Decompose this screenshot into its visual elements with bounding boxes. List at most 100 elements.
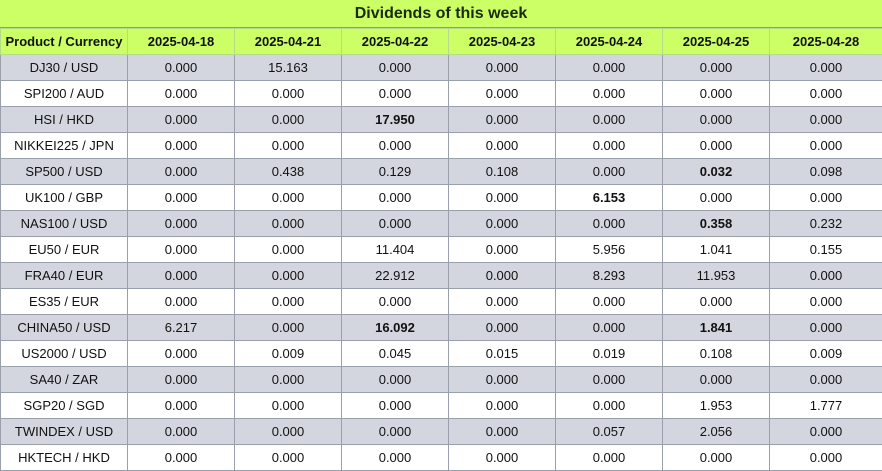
- dividends-table: Product / Currency 2025-04-18 2025-04-21…: [0, 28, 882, 471]
- table-title: Dividends of this week: [0, 0, 882, 28]
- dividend-value-cell: 22.912: [342, 263, 449, 289]
- dividend-value-cell: 0.000: [128, 107, 235, 133]
- dividend-value-cell: 0.000: [342, 367, 449, 393]
- dividend-value-cell: 0.000: [342, 289, 449, 315]
- dividend-value-cell: 0.000: [663, 55, 770, 81]
- dividend-value-cell: 0.129: [342, 159, 449, 185]
- product-cell: UK100 / GBP: [1, 185, 128, 211]
- dividend-value-cell: 0.108: [663, 341, 770, 367]
- dividend-value-cell: 11.404: [342, 237, 449, 263]
- dividend-value-cell: 0.000: [556, 133, 663, 159]
- dividend-value-cell: 0.000: [556, 445, 663, 471]
- header-product-currency: Product / Currency: [1, 29, 128, 55]
- dividend-value-cell: 0.009: [235, 341, 342, 367]
- dividend-value-cell: 0.000: [128, 393, 235, 419]
- dividend-value-cell: 0.000: [449, 55, 556, 81]
- dividend-value-cell: 1.777: [770, 393, 882, 419]
- product-cell: SGP20 / SGD: [1, 393, 128, 419]
- dividend-value-cell: 0.057: [556, 419, 663, 445]
- dividend-value-cell: 0.098: [770, 159, 882, 185]
- dividend-value-cell: 0.000: [235, 367, 342, 393]
- dividend-value-cell: 0.019: [556, 341, 663, 367]
- product-cell: NIKKEI225 / JPN: [1, 133, 128, 159]
- dividend-value-cell: 0.045: [342, 341, 449, 367]
- dividend-value-cell: 0.000: [128, 55, 235, 81]
- dividend-value-cell: 0.000: [128, 211, 235, 237]
- dividend-value-cell: 0.000: [342, 445, 449, 471]
- dividend-value-cell: 0.000: [128, 445, 235, 471]
- dividend-value-cell: 0.000: [128, 81, 235, 107]
- dividend-value-cell: 0.000: [556, 55, 663, 81]
- dividend-value-cell: 0.000: [770, 289, 882, 315]
- dividend-value-cell: 0.000: [663, 107, 770, 133]
- dividend-value-cell: 0.000: [556, 289, 663, 315]
- dividend-value-cell: 0.000: [235, 289, 342, 315]
- product-cell: HSI / HKD: [1, 107, 128, 133]
- dividend-value-cell: 0.000: [128, 341, 235, 367]
- dividend-value-cell: 0.000: [770, 185, 882, 211]
- header-date: 2025-04-21: [235, 29, 342, 55]
- dividend-value-cell: 0.000: [235, 237, 342, 263]
- dividend-value-cell: 0.000: [663, 133, 770, 159]
- dividend-value-cell: 0.000: [449, 289, 556, 315]
- dividend-value-cell: 0.000: [342, 211, 449, 237]
- dividend-value-cell: 0.000: [663, 81, 770, 107]
- dividend-value-cell: 0.000: [449, 237, 556, 263]
- dividend-value-cell: 15.163: [235, 55, 342, 81]
- dividend-value-cell: 1.041: [663, 237, 770, 263]
- dividend-value-cell: 0.000: [342, 55, 449, 81]
- header-date: 2025-04-18: [128, 29, 235, 55]
- dividend-value-cell: 0.000: [770, 315, 882, 341]
- dividend-value-cell: 0.000: [770, 263, 882, 289]
- dividend-value-cell: 0.000: [556, 315, 663, 341]
- dividend-value-cell: 0.000: [556, 159, 663, 185]
- dividend-value-cell: 0.232: [770, 211, 882, 237]
- dividend-value-cell: 6.153: [556, 185, 663, 211]
- dividend-value-cell: 0.000: [556, 81, 663, 107]
- dividend-value-cell: 0.000: [663, 445, 770, 471]
- product-cell: TWINDEX / USD: [1, 419, 128, 445]
- product-cell: SP500 / USD: [1, 159, 128, 185]
- dividend-value-cell: 0.000: [128, 237, 235, 263]
- dividend-value-cell: 0.000: [128, 289, 235, 315]
- dividend-value-cell: 0.000: [770, 55, 882, 81]
- dividend-value-cell: 0.000: [770, 133, 882, 159]
- product-cell: EU50 / EUR: [1, 237, 128, 263]
- header-date: 2025-04-25: [663, 29, 770, 55]
- dividend-value-cell: 11.953: [663, 263, 770, 289]
- dividend-value-cell: 0.000: [342, 81, 449, 107]
- dividend-value-cell: 0.000: [235, 107, 342, 133]
- dividend-value-cell: 0.000: [663, 289, 770, 315]
- dividend-value-cell: 0.000: [128, 133, 235, 159]
- dividend-value-cell: 0.000: [342, 393, 449, 419]
- dividend-value-cell: 17.950: [342, 107, 449, 133]
- product-cell: FRA40 / EUR: [1, 263, 128, 289]
- product-cell: HKTECH / HKD: [1, 445, 128, 471]
- product-cell: CHINA50 / USD: [1, 315, 128, 341]
- dividend-value-cell: 0.000: [449, 185, 556, 211]
- dividend-value-cell: 8.293: [556, 263, 663, 289]
- dividend-value-cell: 0.000: [556, 211, 663, 237]
- header-date: 2025-04-23: [449, 29, 556, 55]
- dividend-value-cell: 0.000: [128, 263, 235, 289]
- dividend-value-cell: 16.092: [342, 315, 449, 341]
- header-row: Product / Currency 2025-04-18 2025-04-21…: [1, 29, 882, 55]
- dividend-value-cell: 0.000: [449, 263, 556, 289]
- dividend-value-cell: 0.032: [663, 159, 770, 185]
- dividend-value-cell: 1.841: [663, 315, 770, 341]
- dividend-value-cell: 0.000: [449, 107, 556, 133]
- dividend-value-cell: 0.438: [235, 159, 342, 185]
